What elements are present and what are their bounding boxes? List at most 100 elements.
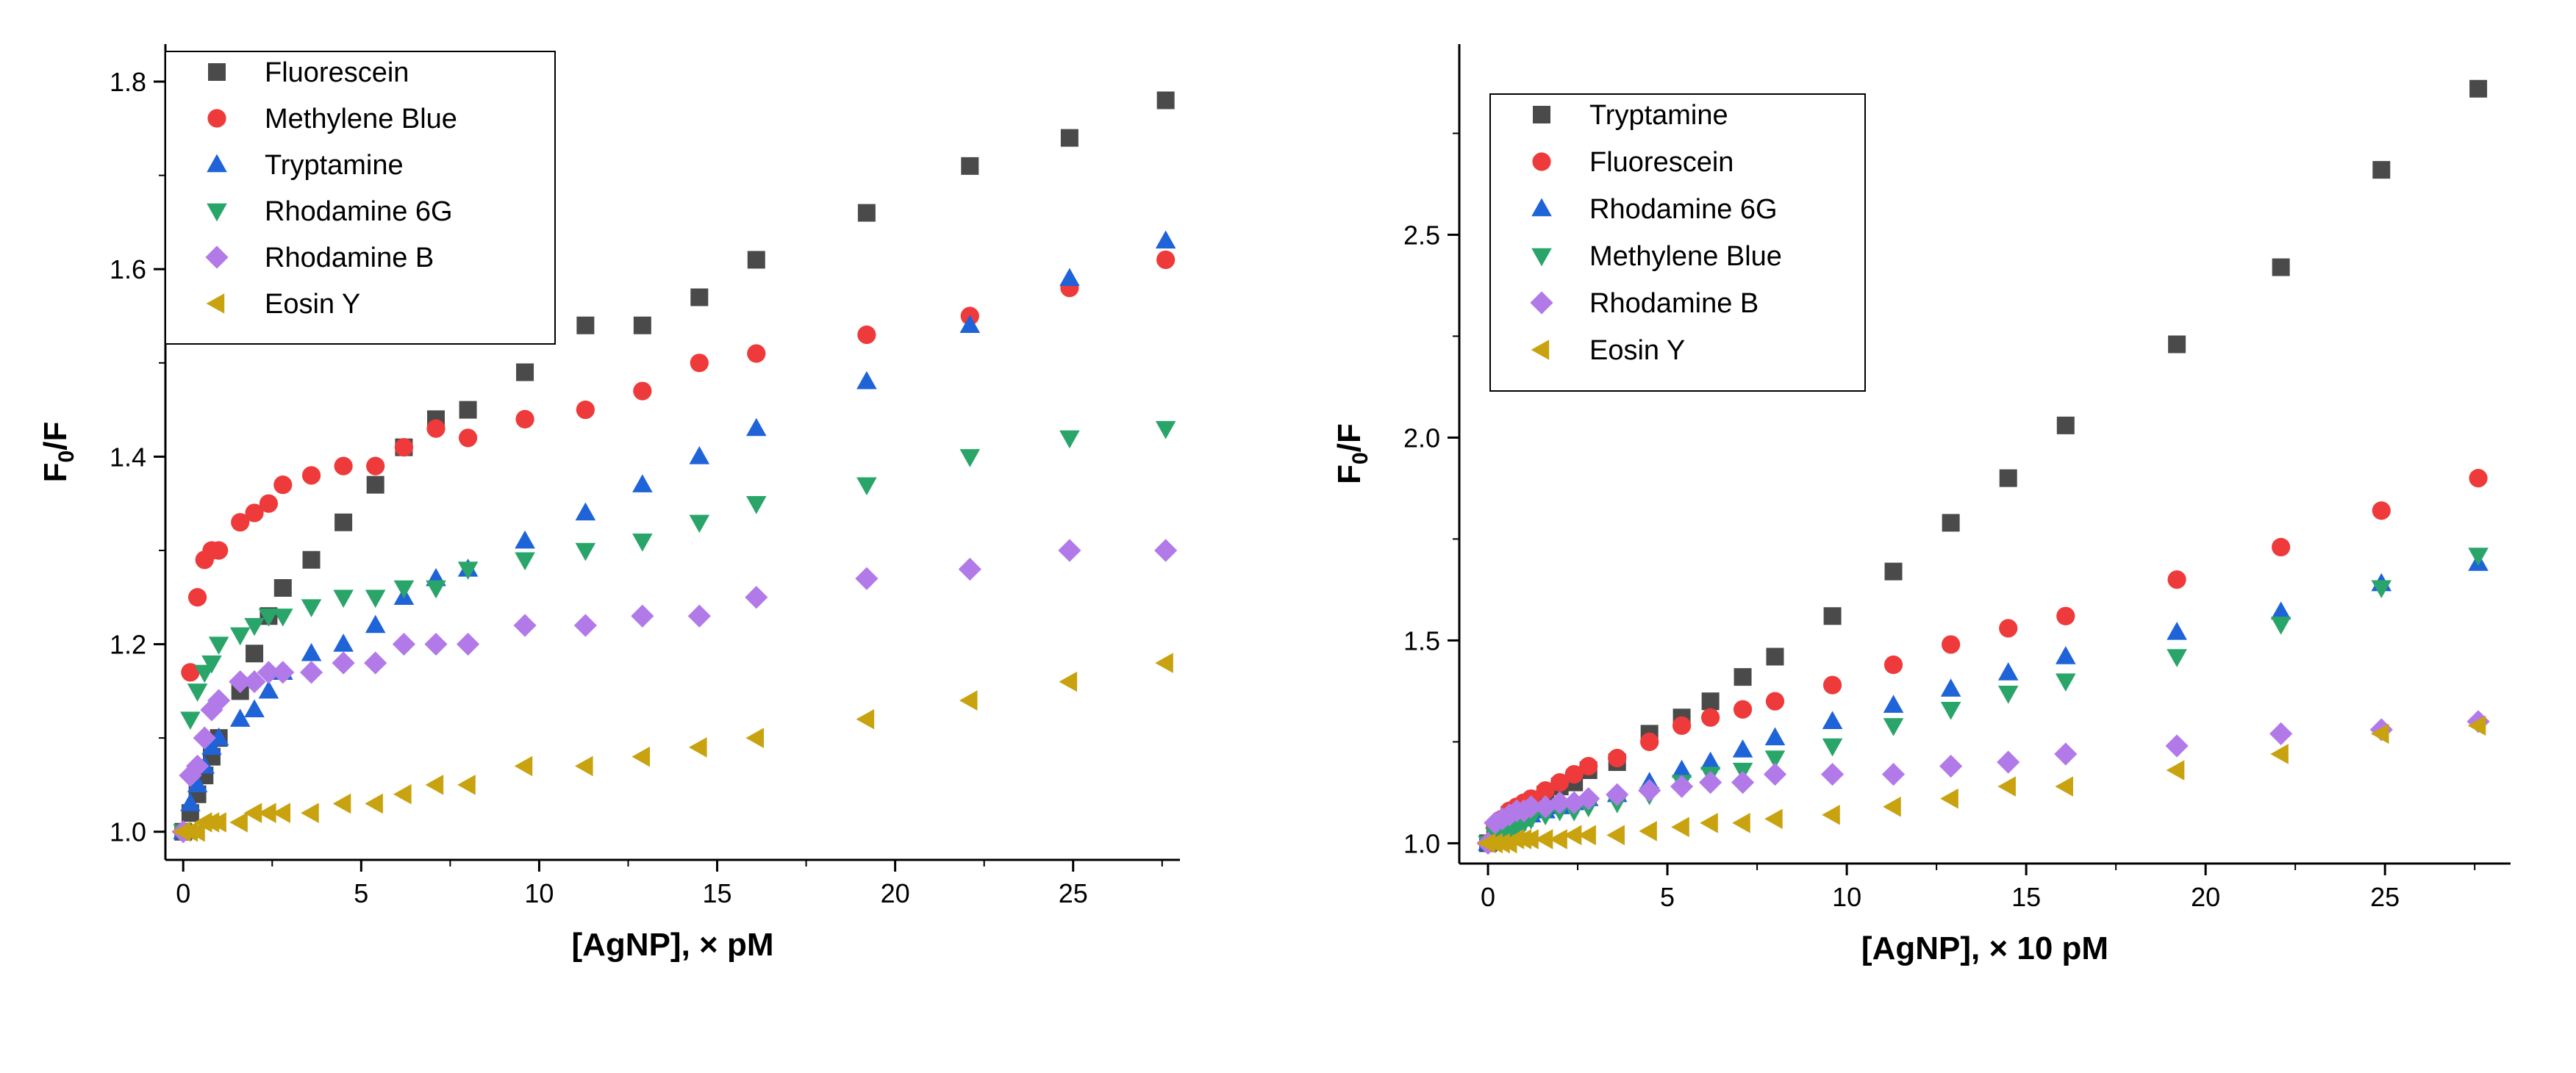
data-point <box>364 651 387 675</box>
y-axis-title-main: F <box>1331 464 1367 484</box>
data-point <box>458 428 478 448</box>
data-point <box>857 325 876 345</box>
data-point <box>2371 580 2392 599</box>
data-point <box>456 632 480 656</box>
data-point <box>180 711 201 731</box>
data-point <box>1700 751 1721 770</box>
data-point <box>243 670 266 694</box>
y-axis-title-sub: 0 <box>54 451 79 463</box>
data-point <box>1883 695 1904 713</box>
x-tick-label: 0 <box>1481 882 1495 912</box>
data-point <box>689 514 710 534</box>
y-tick-label: 1.5 <box>1403 625 1440 656</box>
x-tick-label: 25 <box>2370 882 2400 912</box>
data-point <box>2270 744 2289 764</box>
data-point <box>333 634 354 652</box>
legend: Tryptamine Fluorescein Rhodamine 6G Methyle… <box>1489 93 1866 392</box>
data-point <box>573 614 597 637</box>
y-tick-label: 1.0 <box>1403 828 1440 858</box>
data-point <box>1766 647 1784 666</box>
x-tick-label: 10 <box>1832 882 1861 912</box>
data-point <box>272 609 293 627</box>
data-point <box>633 381 652 401</box>
data-point <box>1764 808 1783 830</box>
y-axis-title-tail: /F <box>1331 423 1367 452</box>
data-point <box>365 614 386 634</box>
data-point <box>207 689 231 712</box>
data-point <box>187 774 208 793</box>
x-tick-label: 20 <box>2191 882 2220 912</box>
data-point <box>243 803 262 824</box>
data-point <box>393 580 415 599</box>
legend-label: Tryptamine <box>1589 100 1728 131</box>
data-point <box>245 503 264 523</box>
data-point <box>392 632 416 656</box>
data-point <box>366 456 385 476</box>
chart-left: 0 5 10 15 20 251.01.21.41.61.8[AgNP], × pMF0/… <box>37 44 1180 963</box>
data-point <box>1563 825 1582 846</box>
x-tick-label: 0 <box>176 878 190 908</box>
data-point <box>365 589 386 609</box>
data-point <box>1699 771 1722 794</box>
legend-marker <box>208 63 226 81</box>
y-tick-label: 1.0 <box>110 817 146 847</box>
y-axis-title: F0/F <box>37 422 79 483</box>
data-point <box>2270 617 2291 635</box>
data-point <box>1671 759 1692 778</box>
legend-label: Methylene Blue <box>1589 241 1782 272</box>
data-point <box>1638 779 1661 803</box>
data-point <box>1997 750 2020 774</box>
data-point <box>959 315 981 333</box>
data-point <box>273 579 292 597</box>
data-point <box>244 699 265 718</box>
data-point <box>513 614 537 637</box>
data-point <box>959 690 978 711</box>
legend-marker <box>1531 340 1550 360</box>
legend-marker <box>207 203 227 222</box>
series-fluorescein <box>1478 469 2488 853</box>
legend-label: Eosin Y <box>265 289 360 320</box>
data-point <box>301 803 319 824</box>
data-point <box>1939 754 1963 778</box>
data-point <box>1564 764 1584 784</box>
series-rhodamine-6g <box>173 420 1176 843</box>
data-point <box>1731 771 1755 794</box>
data-point <box>1520 795 1543 819</box>
data-point <box>365 793 383 814</box>
data-point <box>2272 258 2290 276</box>
data-point <box>1997 662 2019 681</box>
x-axis-title: [AgNP], × 10 pM <box>1861 930 2108 966</box>
y-tick-label: 1.2 <box>110 630 146 660</box>
data-point <box>1701 692 1720 711</box>
data-point <box>687 604 711 628</box>
data-point <box>1999 469 2017 487</box>
legend-label: Eosin Y <box>1589 335 1685 366</box>
data-point <box>1701 708 1720 727</box>
data-point <box>2165 734 2189 758</box>
data-point <box>1155 653 1173 673</box>
data-point <box>1733 700 1753 719</box>
x-tick-label: 20 <box>881 878 910 908</box>
data-point <box>1700 813 1718 833</box>
y-axis-title-main: F <box>37 462 74 482</box>
data-point <box>576 400 595 420</box>
data-point <box>2168 335 2186 354</box>
data-point <box>515 409 534 428</box>
data-point <box>1670 775 1694 798</box>
legend-label: Rhodamine 6G <box>265 196 453 227</box>
data-point <box>2269 722 2293 745</box>
data-point <box>857 204 876 222</box>
data-point <box>2372 161 2391 179</box>
data-point <box>633 316 651 334</box>
data-point <box>459 401 477 419</box>
data-point <box>745 495 767 514</box>
y-tick-label: 1.8 <box>110 67 146 97</box>
data-point <box>2370 723 2389 744</box>
data-point <box>959 449 981 467</box>
legend-marker <box>207 109 226 128</box>
legend-label: Fluorescein <box>265 57 409 88</box>
data-point <box>193 726 216 750</box>
series-rhodamine-6g <box>1478 553 2489 851</box>
data-point <box>515 552 535 571</box>
data-point <box>1577 787 1600 811</box>
